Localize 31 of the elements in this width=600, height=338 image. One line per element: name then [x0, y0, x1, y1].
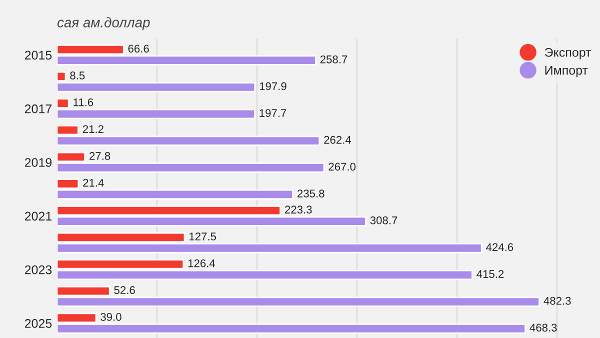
data-label: 11.6: [74, 98, 94, 106]
data-label: 27.8: [90, 152, 110, 160]
data-label: 66.6: [128, 44, 149, 53]
data-label: 8.5: [70, 72, 85, 80]
legend-label: Импорт: [545, 66, 588, 78]
data-label: 52.6: [114, 286, 135, 294]
legend-label: Экспорт: [544, 48, 592, 60]
data-label: 235.8: [298, 190, 324, 198]
data-label: 21.4: [83, 178, 104, 187]
data-label: 415.2: [476, 270, 504, 278]
data-label: 267.0: [328, 162, 356, 171]
data-label: 482.3: [544, 296, 571, 305]
y-tick-label: 2019: [24, 158, 52, 167]
data-label: 308.7: [370, 216, 398, 224]
data-label: 21.2: [82, 125, 104, 133]
data-label: 197.7: [260, 109, 286, 117]
data-label: 39.0: [100, 312, 122, 321]
data-label: 127.5: [190, 232, 216, 240]
data-label: 262.4: [324, 136, 352, 144]
data-label: 126.4: [188, 259, 216, 268]
chart-subtitle: сая ам.доллар: [57, 17, 150, 30]
data-label: 223.3: [285, 206, 312, 214]
y-tick-label: 2021: [24, 212, 52, 221]
y-tick-label: 2025: [24, 319, 52, 328]
y-tick-label: 2017: [24, 104, 52, 114]
data-label: 424.6: [486, 243, 514, 252]
data-label: 258.7: [320, 55, 348, 64]
y-tick-label: 2015: [24, 50, 52, 60]
data-label: 197.9: [260, 82, 286, 90]
y-tick-label: 2023: [24, 265, 52, 274]
data-label: 468.3: [530, 324, 557, 332]
